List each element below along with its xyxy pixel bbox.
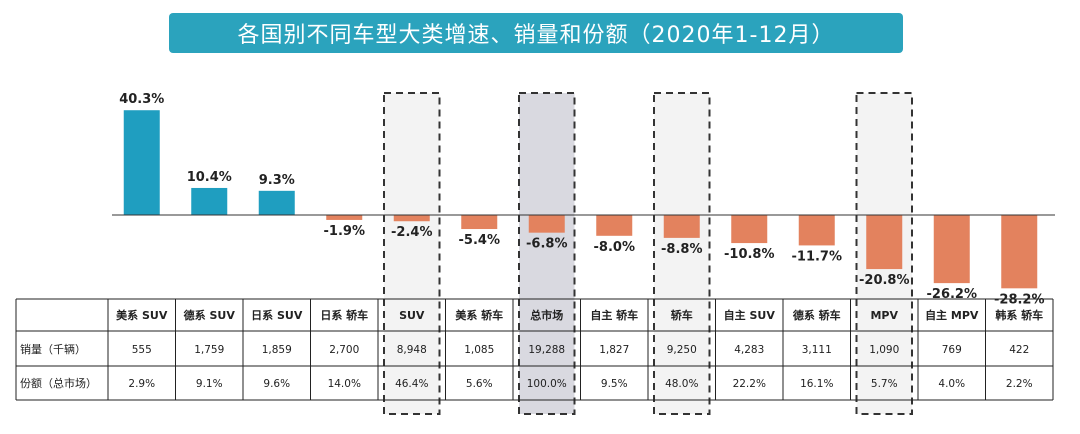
data-label-10: -11.7% (792, 249, 843, 264)
sales-cell-9: 4,283 (734, 344, 764, 356)
category-label-10: 德系 轿车 (792, 308, 841, 322)
category-label-13: 韩系 轿车 (995, 308, 1043, 322)
data-label-2: 9.3% (259, 173, 295, 188)
share-cell-0: 2.9% (128, 378, 155, 390)
sales-cell-2: 1,859 (262, 344, 292, 356)
sales-cell-4: 8,948 (397, 344, 427, 356)
bar-12 (933, 215, 970, 284)
sales-cell-13: 422 (1009, 344, 1029, 356)
share-cell-8: 48.0% (665, 378, 698, 390)
share-cell-1: 9.1% (196, 378, 223, 390)
sales-cell-7: 1,827 (599, 344, 629, 356)
bar-8 (663, 215, 700, 238)
bar-0 (123, 110, 160, 215)
data-label-1: 10.4% (187, 170, 232, 185)
sales-cell-5: 1,085 (464, 344, 494, 356)
bar-1 (191, 187, 228, 215)
highlight-box-6 (518, 92, 576, 415)
data-label-3: -1.9% (324, 224, 365, 239)
category-label-1: 德系 SUV (183, 308, 236, 322)
data-label-8: -8.8% (661, 242, 702, 257)
sales-cell-8: 9,250 (667, 344, 697, 356)
share-cell-10: 16.1% (800, 378, 833, 390)
category-label-0: 美系 SUV (116, 308, 168, 322)
bar-4 (393, 215, 430, 222)
data-label-12: -26.2% (927, 287, 978, 302)
bar-9 (731, 215, 768, 244)
share-cell-13: 2.2% (1006, 378, 1033, 390)
bar-11 (866, 215, 903, 270)
sales-cell-6: 19,288 (528, 344, 565, 356)
sales-cell-1: 1,759 (194, 344, 224, 356)
data-label-4: -2.4% (391, 225, 432, 240)
data-label-13: -28.2% (994, 292, 1045, 307)
category-label-12: 自主 MPV (925, 308, 979, 322)
bar-3 (326, 215, 363, 220)
bar-5 (461, 215, 498, 230)
share-cell-2: 9.6% (263, 378, 290, 390)
sales-cell-12: 769 (942, 344, 962, 356)
bar-10 (798, 215, 835, 246)
data-label-9: -10.8% (724, 247, 775, 262)
category-label-6: 总市场 (530, 308, 563, 322)
bar-7 (596, 215, 633, 236)
bar-6 (528, 215, 565, 233)
category-label-5: 美系 轿车 (455, 308, 503, 322)
share-cell-12: 4.0% (938, 378, 965, 390)
share-cell-5: 5.6% (466, 378, 493, 390)
share-cell-9: 22.2% (733, 378, 766, 390)
share-cell-4: 46.4% (395, 378, 428, 390)
bar-2 (258, 190, 295, 215)
category-label-3: 日系 轿车 (320, 308, 368, 322)
share-cell-11: 5.7% (871, 378, 898, 390)
row-header-1: 份额（总市场） (20, 376, 97, 390)
highlight-box-8 (653, 92, 711, 415)
data-label-5: -5.4% (459, 233, 500, 248)
chart-title: 各国别不同车型大类增速、销量和份额（2020年1-12月） (169, 13, 903, 53)
data-label-7: -8.0% (594, 240, 635, 255)
share-cell-6: 100.0% (527, 378, 567, 390)
category-label-8: 轿车 (671, 308, 693, 322)
bar-13 (1001, 215, 1038, 289)
category-label-9: 自主 SUV (724, 308, 776, 322)
sales-cell-10: 3,111 (802, 344, 832, 356)
data-label-0: 40.3% (119, 92, 164, 107)
data-label-11: -20.8% (859, 273, 910, 288)
category-label-11: MPV (870, 309, 898, 322)
sales-cell-11: 1,090 (869, 344, 899, 356)
category-label-7: 自主 轿车 (590, 308, 638, 322)
sales-cell-0: 555 (132, 344, 152, 356)
row-header-0: 销量（千辆） (20, 342, 86, 356)
data-label-6: -6.8% (526, 237, 567, 252)
category-label-4: SUV (399, 309, 425, 322)
share-cell-3: 14.0% (328, 378, 361, 390)
highlight-box-4 (383, 92, 441, 415)
sales-cell-3: 2,700 (329, 344, 359, 356)
category-label-2: 日系 SUV (251, 308, 303, 322)
share-cell-7: 9.5% (601, 378, 628, 390)
data-table: 美系 SUV 德系 SUV 日系 SUV 日系 轿车 SUV 美系 轿车 总市场 自主 轿车 轿… (15, 298, 1054, 401)
